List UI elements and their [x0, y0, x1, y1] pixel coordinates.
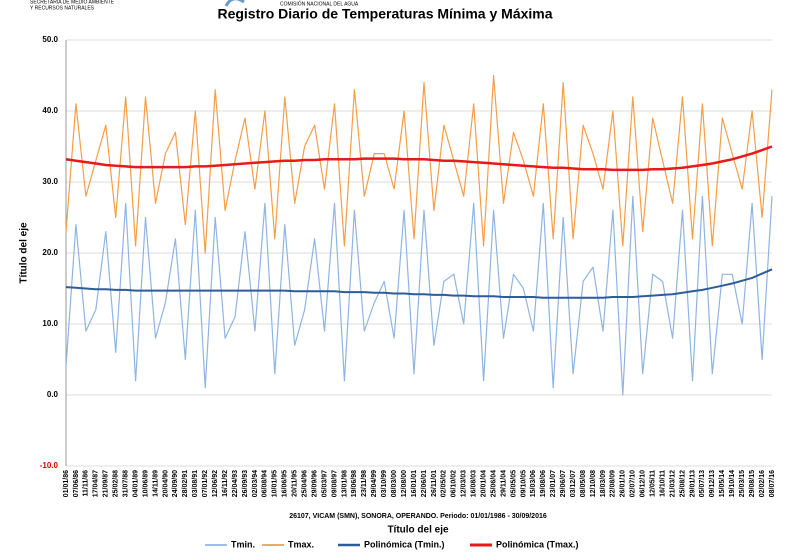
series-line	[65, 74, 773, 254]
legend-label: Tmax.	[288, 539, 314, 549]
x-tick-label: 29/11/04	[500, 470, 507, 497]
x-tick-label: 25/08/12	[679, 470, 686, 497]
x-tick-label: 04/01/89	[132, 470, 139, 497]
x-tick-label: 16/10/11	[659, 470, 666, 497]
x-tick-label: 12/06/92	[212, 470, 219, 497]
chart-title: Registro Diario de Temperaturas Mínima y…	[217, 6, 552, 22]
x-tick-label: 12/05/11	[650, 470, 657, 497]
series-line	[65, 268, 773, 299]
x-tick-label: 25/03/15	[739, 470, 746, 497]
x-tick-label: 23/11/98	[361, 470, 368, 497]
x-tick-label: 18/03/09	[600, 470, 607, 497]
x-tick-label: 09/12/13	[709, 470, 716, 497]
y-tick-label: 50.0	[42, 35, 58, 44]
x-tick-label: 25/04/96	[301, 470, 308, 497]
x-tick-label: 17/04/87	[93, 470, 100, 497]
x-tick-label: 20/04/90	[162, 470, 169, 497]
x-tick-label: 26/11/01	[431, 470, 438, 497]
x-tick-label: 26/01/10	[620, 470, 627, 497]
x-tick-label: 02/07/10	[630, 470, 637, 497]
x-tick-label: 12/08/00	[401, 470, 408, 497]
x-tick-label: 05/05/05	[510, 470, 517, 497]
x-tick-label: 22/08/09	[610, 470, 617, 497]
x-tick-label: 09/08/97	[331, 470, 338, 497]
x-tick-label: 02/05/02	[441, 470, 448, 497]
x-tick-label: 23/01/07	[550, 470, 557, 497]
x-tick-label: 07/01/92	[202, 470, 209, 497]
x-tick-label: 29/09/96	[311, 470, 318, 497]
y-tick-label: 10.0	[42, 319, 58, 328]
x-tick-label: 20/11/95	[292, 470, 299, 497]
x-tick-label: 06/12/10	[640, 470, 647, 497]
x-tick-label: 26/09/93	[242, 470, 249, 497]
x-tick-label: 10/01/95	[272, 470, 279, 497]
x-tick-label: 14/11/89	[152, 470, 159, 497]
x-tick-label: 08/05/08	[580, 470, 587, 497]
y-tick-label: 30.0	[42, 177, 58, 186]
x-tick-label: 02/02/16	[759, 470, 766, 497]
x-tick-label: 08/03/00	[391, 470, 398, 497]
x-tick-label: 25/02/88	[113, 470, 120, 497]
agency-line: SECRETARÍA DE MEDIO AMBIENTE	[30, 0, 115, 5]
x-tick-label: 16/11/92	[222, 470, 229, 497]
legend-label: Tmin.	[231, 539, 255, 549]
x-tick-label: 03/12/07	[570, 470, 577, 497]
x-tick-label: 21/03/12	[669, 470, 676, 497]
x-tick-label: 12/10/08	[590, 470, 597, 497]
x-tick-label: 29/04/99	[371, 470, 378, 497]
x-tick-label: 10/06/89	[142, 470, 149, 497]
y-tick-label: 40.0	[42, 106, 58, 115]
y-tick-label: -10.0	[40, 461, 59, 470]
x-tick-label: 22/06/01	[421, 470, 428, 497]
x-tick-label: 13/01/98	[341, 470, 348, 497]
x-tick-label: 29/08/15	[749, 470, 756, 497]
x-tick-label: 12/03/03	[461, 470, 468, 497]
x-tick-label: 15/05/14	[719, 470, 726, 497]
series-line	[65, 195, 773, 396]
x-tick-label: 28/02/91	[182, 470, 189, 497]
x-tick-label: 29/01/13	[689, 470, 696, 497]
y-tick-label: 20.0	[42, 248, 58, 257]
commission: COMISIÓN NACIONAL DEL AGUA	[280, 0, 359, 7]
x-tick-label: 11/11/86	[83, 470, 90, 497]
x-tick-label: 02/03/94	[252, 470, 259, 497]
legend-label: Polinómica (Tmin.)	[364, 539, 445, 549]
x-tick-label: 01/01/86	[63, 470, 70, 497]
x-tick-label: 16/01/01	[411, 470, 418, 497]
x-tick-label: 05/03/97	[321, 470, 328, 497]
x-tick-label: 29/06/07	[560, 470, 567, 497]
x-tick-label: 08/07/16	[769, 470, 776, 497]
x-tick-label: 21/09/87	[103, 470, 110, 497]
footnote: 26107, VICAM (SMN), SONORA, OPERANDO. Pe…	[289, 513, 547, 520]
x-tick-label: 15/03/06	[530, 470, 537, 497]
x-tick-label: 22/04/93	[232, 470, 239, 497]
x-tick-label: 19/06/98	[351, 470, 358, 497]
x-tick-label: 16/08/03	[471, 470, 478, 497]
x-axis-title: Título del eje	[387, 525, 449, 536]
x-tick-label: 16/06/95	[282, 470, 289, 497]
x-tick-label: 06/08/94	[262, 470, 269, 497]
x-tick-label: 03/08/91	[192, 470, 199, 497]
x-tick-label: 25/06/04	[490, 470, 497, 497]
x-tick-label: 31/07/88	[123, 470, 130, 497]
x-tick-label: 07/06/86	[73, 470, 80, 497]
x-tick-label: 19/08/06	[540, 470, 547, 497]
y-tick-label: 0.0	[47, 390, 59, 399]
x-tick-label: 20/01/04	[480, 470, 487, 497]
y-axis-title: Título del eje	[19, 222, 30, 284]
x-tick-label: 05/07/13	[699, 470, 706, 497]
legend-label: Polinómica (Tmax.)	[496, 539, 579, 549]
x-tick-label: 24/09/90	[172, 470, 179, 497]
x-tick-label: 06/10/02	[451, 470, 458, 497]
agency-line: Y RECURSOS NATURALES	[30, 5, 95, 11]
logo	[224, 0, 245, 7]
series-line	[65, 145, 773, 172]
x-tick-label: 19/10/14	[729, 470, 736, 497]
x-tick-label: 09/10/05	[520, 470, 527, 497]
x-tick-label: 03/10/99	[381, 470, 388, 497]
